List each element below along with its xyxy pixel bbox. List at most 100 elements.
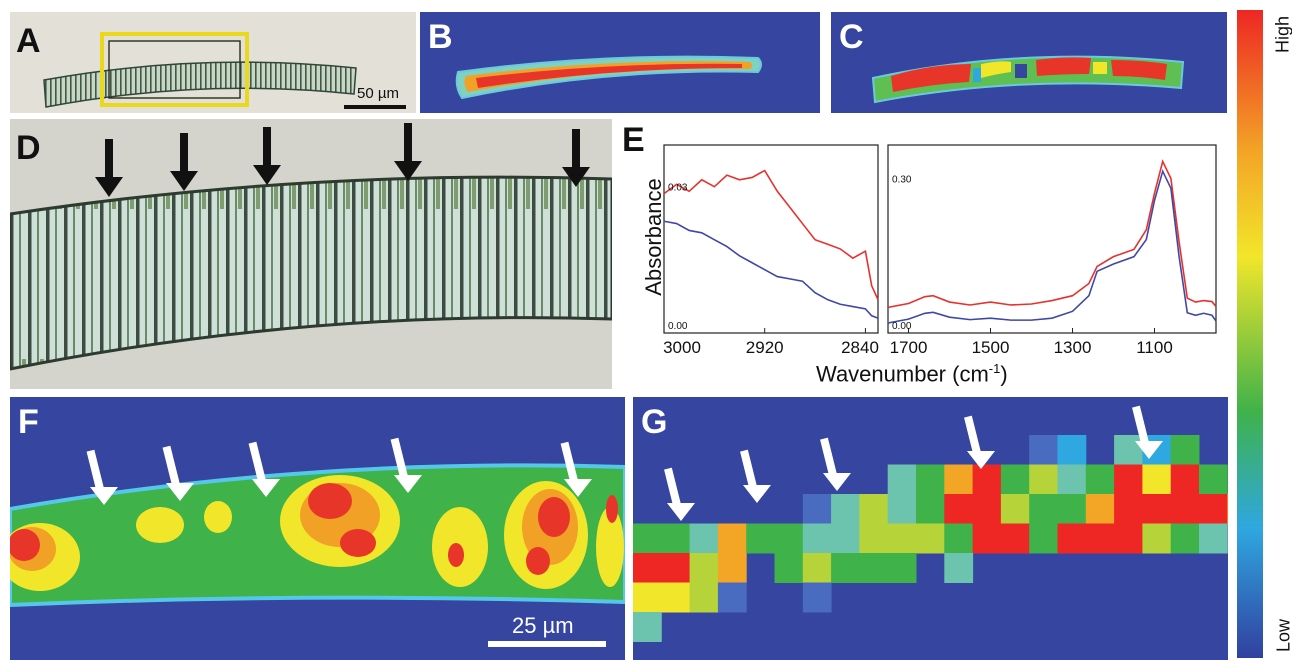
map-pixel — [944, 523, 974, 554]
map-pixel — [802, 582, 832, 613]
map-pixel — [1085, 464, 1115, 495]
x-tick-label: 2920 — [746, 338, 784, 357]
map-pixel — [887, 494, 917, 524]
spectrum-line-1-0 — [887, 159, 1217, 309]
map-pixel — [972, 523, 1002, 554]
map-pixel — [1029, 464, 1058, 495]
panel-f: F 25 µm — [10, 397, 625, 660]
map-pixel — [1142, 494, 1172, 524]
scale-bar-label-f: 25 µm — [512, 613, 574, 638]
map-pixel — [1170, 494, 1200, 524]
panel-label-c: C — [839, 18, 864, 56]
map-pixel — [859, 553, 889, 583]
map-pixel — [1029, 494, 1058, 524]
map-pixel — [1114, 464, 1143, 495]
x-tick-label: 2840 — [841, 338, 879, 357]
map-pixel — [1142, 464, 1172, 495]
map-pixel — [633, 582, 662, 613]
map-pixel — [774, 553, 804, 583]
map-pixel — [1000, 523, 1030, 554]
map-pixel — [746, 523, 775, 554]
panel-c: C — [831, 12, 1227, 113]
panel-label-f: F — [18, 403, 39, 441]
map-pixel — [717, 523, 747, 554]
map-pixel — [661, 553, 691, 583]
map-pixel — [916, 494, 945, 524]
map-pixel — [916, 523, 945, 554]
map-pixel — [1199, 464, 1228, 495]
colorbar — [1237, 10, 1263, 658]
map-pixel — [831, 523, 860, 554]
map-pixel — [1000, 494, 1030, 524]
map-pixel — [1114, 523, 1143, 554]
panel-label-b: B — [428, 18, 453, 56]
cell-boundary-arrows-f — [86, 437, 592, 505]
panel-g: G — [633, 397, 1228, 660]
map-pixel — [633, 553, 662, 583]
map-pixel — [859, 523, 889, 554]
cell-boundary-arrows-g — [664, 405, 1163, 521]
map-pixel — [1057, 435, 1087, 465]
x-tick-label: 1500 — [972, 338, 1010, 357]
panel-b: B — [420, 12, 820, 113]
panel-a: A 50 µm — [10, 12, 416, 113]
map-pixel — [661, 523, 691, 554]
pixel-map-g — [633, 405, 1228, 642]
left-plot-frame — [663, 144, 879, 334]
right-plot-frame — [887, 144, 1217, 334]
y-tick-label: 0.00 — [668, 321, 688, 332]
map-pixel — [1057, 494, 1087, 524]
map-pixel — [1199, 523, 1228, 554]
map-pixel — [802, 523, 832, 554]
map-pixel — [774, 523, 804, 554]
scale-bar-f — [488, 641, 606, 647]
map-pixel — [944, 464, 974, 495]
map-pixel — [633, 523, 662, 554]
chemical-map-c — [871, 55, 1185, 104]
map-pixel — [1114, 494, 1143, 524]
map-pixel — [1057, 464, 1087, 495]
map-pixel — [1085, 523, 1115, 554]
map-pixel — [887, 553, 917, 583]
x-tick-label: 3000 — [663, 338, 701, 357]
chemical-map-b — [455, 55, 762, 100]
filament-micrograph-large — [10, 123, 612, 371]
map-pixel — [717, 582, 747, 613]
map-pixel — [1142, 523, 1172, 554]
map-pixel — [1029, 435, 1058, 465]
selection-box — [100, 32, 249, 107]
y-tick-label: 0.03 — [668, 183, 688, 194]
panel-e: 3000 2920 2840 0.03 0.00 1700 1500 1300 1100 0.30… — [612, 119, 1234, 395]
x-axis-label-end: ) — [1000, 361, 1008, 387]
x-axis-label: Wavenumber (cm-1) — [816, 361, 1008, 387]
map-pixel — [1057, 523, 1087, 554]
panel-label-d: D — [16, 129, 41, 167]
map-pixel — [1170, 523, 1200, 554]
spectrum-line-0-0 — [663, 169, 879, 300]
colorbar-high-label: High — [1272, 15, 1292, 54]
map-pixel — [1227, 494, 1228, 524]
panel-label-a: A — [16, 22, 41, 60]
filament-micrograph-small — [43, 32, 406, 109]
x-tick-label: 1100 — [1136, 338, 1173, 357]
map-pixel — [831, 553, 860, 583]
map-pixel — [831, 494, 860, 524]
y-tick-label: 0.00 — [892, 321, 912, 332]
map-pixel — [689, 553, 719, 583]
y-axis-label: Absorbance — [641, 178, 666, 296]
y-tick-label: 0.30 — [892, 175, 912, 186]
cell-boundary-arrows — [95, 123, 590, 197]
map-pixel — [802, 553, 832, 583]
map-pixel — [689, 582, 719, 613]
map-pixel — [1114, 435, 1143, 465]
scale-bar-label: 50 µm — [357, 85, 399, 102]
scale-bar — [344, 105, 406, 109]
map-pixel — [1000, 464, 1030, 495]
map-pixel — [802, 494, 832, 524]
x-tick-label: 1300 — [1054, 338, 1092, 357]
map-pixel — [717, 553, 747, 583]
map-pixel — [689, 523, 719, 554]
map-pixel — [1029, 523, 1058, 554]
map-pixel — [887, 464, 917, 495]
chemical-map-f — [10, 437, 625, 647]
